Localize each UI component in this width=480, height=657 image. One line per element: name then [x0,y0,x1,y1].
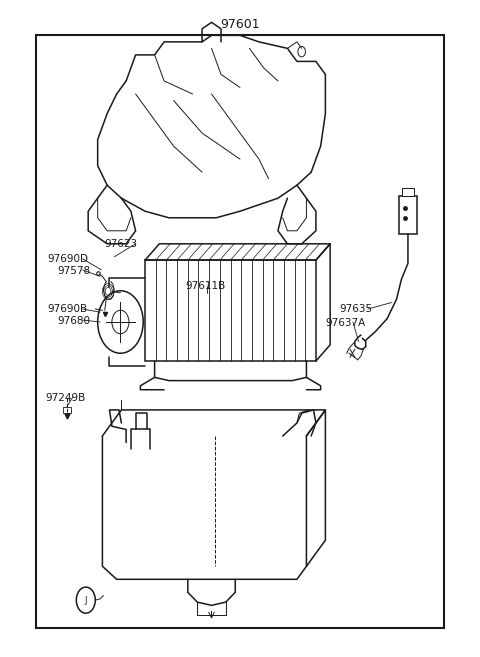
Text: 97680: 97680 [57,315,90,326]
Text: 97623: 97623 [105,238,138,249]
Bar [399,196,417,234]
Bar [145,260,316,361]
Text: 97690D: 97690D [48,254,89,264]
Circle shape [298,47,305,57]
Text: 97690B: 97690B [48,304,88,314]
Text: 97635: 97635 [340,304,373,314]
Text: 97637A: 97637A [325,318,366,328]
Text: 97249B: 97249B [46,393,86,403]
Text: J: J [84,596,87,604]
Circle shape [76,587,96,613]
Text: 97578: 97578 [57,266,90,276]
Circle shape [97,290,143,353]
Bar [402,189,414,196]
Bar [62,407,71,413]
Text: 97611B: 97611B [185,281,226,291]
Bar [36,35,444,628]
Circle shape [112,310,129,334]
Text: 97601: 97601 [220,18,260,32]
